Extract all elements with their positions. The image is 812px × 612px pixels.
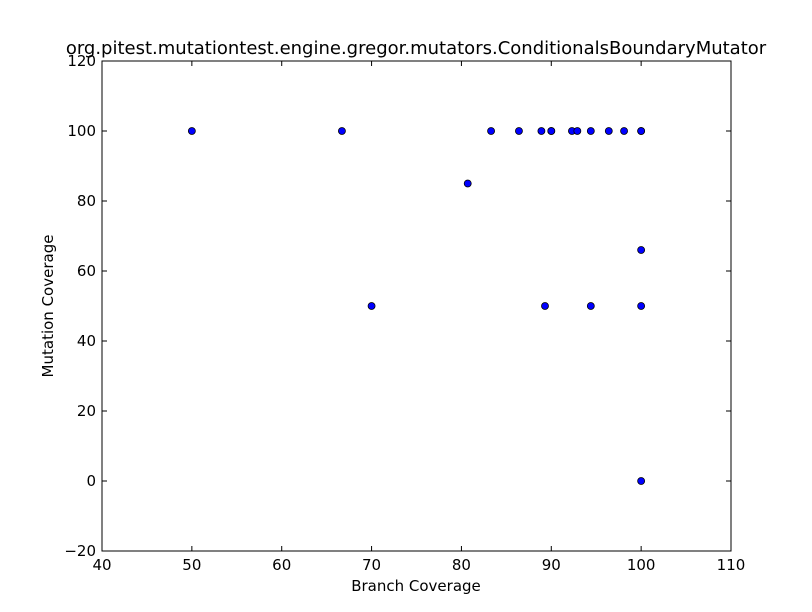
data-point (586, 127, 595, 135)
data-point (515, 127, 523, 135)
y-tick-label: 20 (77, 402, 96, 420)
y-tick-label: 80 (77, 192, 96, 210)
x-tick-label: 110 (717, 556, 746, 574)
plot-area: 40 50 60 70 80 90 100 110 −20 0 20 40 60 80 100 120 (64, 52, 745, 574)
data-point (547, 127, 556, 135)
data-point (637, 246, 646, 254)
data-point (573, 127, 582, 135)
x-tick-label: 100 (627, 556, 656, 574)
x-tick-label: 90 (542, 556, 561, 574)
x-tick-label: 80 (452, 556, 471, 574)
data-point (367, 302, 376, 310)
x-tick-label: 60 (272, 556, 291, 574)
y-tick-label: 60 (77, 262, 96, 280)
data-point (463, 179, 472, 188)
data-point (487, 127, 495, 135)
data-point (637, 477, 646, 485)
data-point (637, 302, 646, 310)
y-tick-label: −20 (64, 542, 96, 560)
y-tick-label: 100 (67, 122, 96, 140)
y-tick-label: 120 (67, 52, 96, 70)
data-point (604, 127, 613, 135)
data-point (537, 127, 546, 135)
x-tick-label: 50 (182, 556, 201, 574)
x-axis-label: Branch Coverage (351, 577, 481, 595)
data-point (586, 302, 595, 310)
x-tick-label: 70 (362, 556, 381, 574)
data-point (338, 127, 346, 135)
data-point (187, 127, 196, 135)
chart-title: org.pitest.mutationtest.engine.gregor.mu… (66, 38, 767, 59)
axes-frame (101, 60, 732, 552)
y-tick-label: 0 (86, 472, 96, 490)
x-tick-label: 40 (92, 556, 111, 574)
data-point (541, 302, 549, 310)
y-axis-label: Mutation Coverage (39, 235, 57, 378)
data-point (620, 127, 628, 135)
data-point (637, 127, 646, 135)
data-points (187, 127, 646, 485)
y-tick-label: 40 (77, 332, 96, 350)
